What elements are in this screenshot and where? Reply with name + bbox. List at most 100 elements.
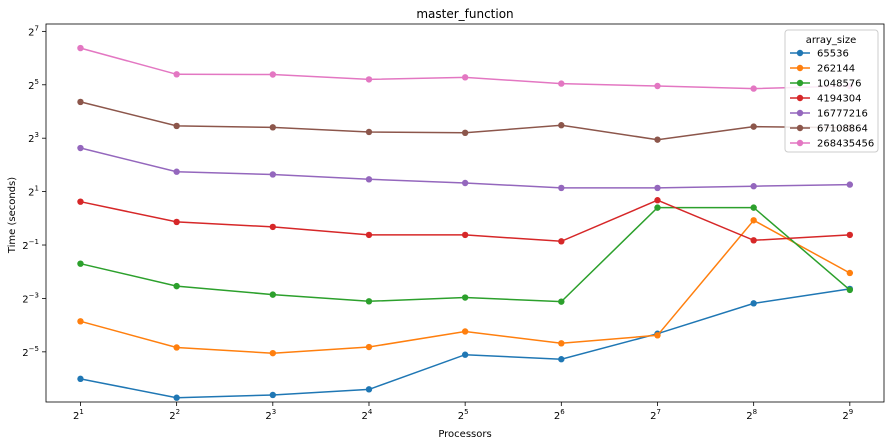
data-point	[558, 238, 565, 245]
data-point	[846, 269, 854, 277]
data-point	[846, 181, 854, 188]
data-point	[846, 286, 854, 294]
y-tick-label: 23	[28, 131, 39, 145]
data-point	[77, 144, 84, 152]
data-point	[750, 237, 757, 244]
data-point	[461, 351, 469, 358]
legend-title: array_size	[806, 35, 857, 46]
y-tick-label: 2−3	[22, 291, 39, 305]
y-axis-label: Time (seconds)	[7, 177, 18, 254]
data-point	[750, 217, 757, 224]
data-point	[846, 231, 854, 239]
legend-swatch-marker	[796, 109, 804, 117]
x-tick-label: 27	[650, 408, 661, 422]
legend: array_size 65536 262144 1048576 4194304 1677…	[784, 29, 879, 153]
data-point	[269, 124, 277, 131]
data-point	[365, 176, 373, 183]
data-point	[558, 340, 565, 347]
plot-area: 21 22 23 24 25 26 27 28 29 2−5 2−3 2−1 21 23 25 27	[22, 24, 853, 422]
data-point	[173, 218, 180, 226]
axes-frame	[45, 23, 885, 403]
legend-item-268435456: 268435456	[790, 139, 874, 150]
data-point	[77, 98, 84, 106]
data-point	[750, 204, 757, 211]
x-tick-label: 25	[458, 408, 469, 422]
data-point	[269, 71, 277, 78]
series-16777216	[77, 144, 854, 192]
x-tick-label: 24	[362, 408, 373, 422]
data-point	[558, 356, 565, 363]
y-tick-label: 21	[28, 185, 39, 199]
x-tick-label: 21	[73, 408, 84, 422]
chart-title: master_function	[416, 7, 513, 21]
x-tick-label: 29	[842, 408, 853, 422]
data-point	[461, 129, 469, 137]
data-point	[269, 349, 277, 357]
data-point	[558, 80, 565, 87]
legend-item-16777216: 16777216	[790, 109, 868, 120]
data-point	[654, 197, 661, 204]
x-tick-label: 22	[169, 408, 180, 422]
data-point	[461, 74, 469, 81]
legend-label: 268435456	[817, 139, 874, 150]
data-point	[269, 391, 277, 399]
series-262144	[77, 217, 854, 357]
data-point	[365, 386, 373, 393]
data-point	[365, 128, 373, 136]
x-tick-label: 26	[554, 408, 565, 422]
legend-swatch-marker	[796, 49, 804, 57]
legend-label: 262144	[817, 64, 855, 75]
legend-swatch-marker	[796, 124, 804, 132]
data-point	[173, 122, 180, 130]
x-tick-label: 28	[746, 408, 757, 422]
data-point	[558, 298, 565, 305]
data-point	[173, 394, 180, 401]
legend-item-65536: 65536	[790, 49, 849, 60]
data-point	[269, 223, 277, 231]
legend-label: 65536	[817, 49, 849, 60]
x-tick-label: 23	[265, 408, 276, 422]
data-point	[461, 231, 469, 239]
legend-box	[784, 29, 879, 153]
data-point	[461, 179, 469, 187]
legend-swatch-marker	[796, 139, 804, 147]
data-point	[654, 136, 661, 143]
series-1048576	[77, 204, 854, 305]
data-point	[77, 318, 84, 325]
x-axis-label: Processors	[438, 429, 491, 440]
data-point	[654, 82, 661, 90]
data-point	[750, 85, 757, 92]
data-point	[77, 375, 84, 383]
data-point	[558, 122, 565, 129]
y-tick-label: 25	[28, 78, 39, 92]
legend-item-4194304: 4194304	[790, 94, 862, 105]
data-point	[173, 168, 180, 175]
y-tick-label: 2−5	[22, 345, 39, 359]
data-point	[461, 294, 469, 301]
data-point	[558, 184, 565, 192]
data-point	[77, 198, 84, 205]
data-point	[173, 71, 180, 78]
data-point	[173, 344, 180, 351]
data-point	[269, 171, 277, 178]
data-point	[77, 260, 84, 267]
data-point	[365, 298, 373, 305]
legend-item-262144: 262144	[790, 64, 855, 75]
legend-label: 1048576	[817, 79, 862, 90]
data-point	[750, 183, 757, 190]
data-point	[77, 44, 84, 52]
legend-item-67108864: 67108864	[790, 124, 868, 135]
legend-swatch-marker	[796, 64, 804, 72]
data-point	[173, 282, 180, 290]
y-tick-label: 27	[28, 24, 39, 38]
data-point	[750, 300, 757, 307]
series-67108864	[77, 98, 854, 143]
legend-swatch-marker	[796, 79, 804, 87]
data-point	[365, 343, 373, 351]
data-point	[365, 231, 373, 239]
data-point	[654, 332, 661, 339]
data-point	[365, 76, 373, 83]
legend-label: 4194304	[817, 94, 862, 105]
